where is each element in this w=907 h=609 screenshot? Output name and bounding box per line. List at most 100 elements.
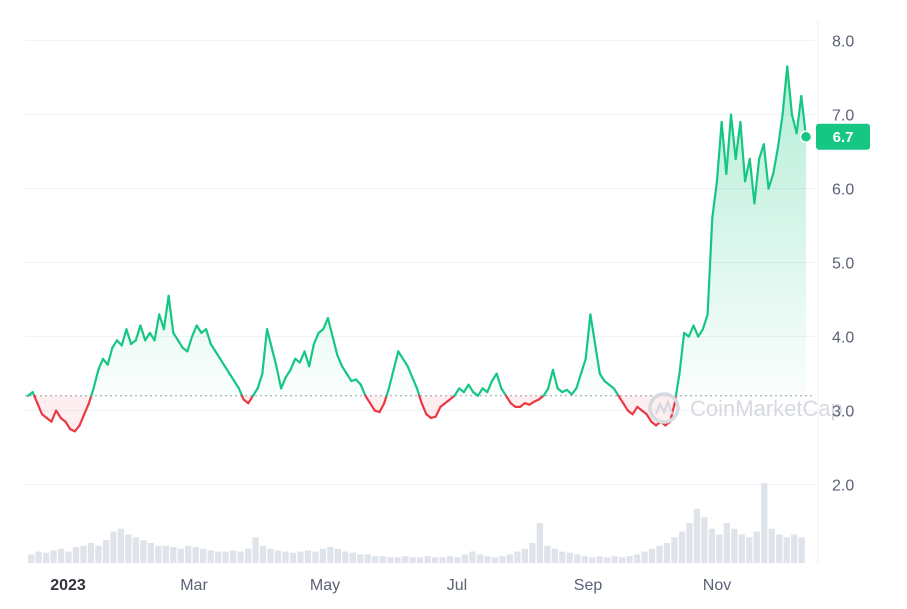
volume-bar (514, 551, 521, 563)
price-line-segment (162, 294, 170, 331)
price-line-segment (55, 409, 62, 420)
volume-bar (289, 552, 297, 563)
volume-bar (95, 545, 102, 563)
volume-bar (125, 534, 132, 563)
price-line-segment (322, 317, 330, 331)
watermark: CoinMarketCap (648, 392, 843, 424)
price-line-segment (593, 342, 601, 375)
price-line-segment (762, 143, 770, 190)
price-line-segment (331, 335, 339, 357)
volume-bar (357, 554, 364, 563)
volume-bar (663, 543, 671, 563)
coinmarketcap-logo-icon (648, 392, 680, 424)
volume-bar (469, 551, 476, 563)
volume-bar (312, 551, 319, 563)
price-line-segment (701, 313, 709, 331)
price-line-segment (786, 65, 794, 116)
volume-bar (633, 554, 641, 563)
volume-bar (648, 548, 656, 563)
price-line-segment (33, 394, 39, 405)
price-line-segment (153, 313, 161, 342)
volume-bar (379, 556, 386, 563)
volume-bars (28, 483, 805, 563)
price-line-segment (251, 387, 259, 397)
price-line-segment (570, 387, 578, 396)
price-line-segment (228, 372, 236, 383)
price-line-segment (617, 394, 625, 405)
price-line (26, 65, 808, 433)
volume-bar (162, 545, 169, 563)
price-line-segment (579, 357, 587, 375)
price-line-segment (92, 368, 100, 390)
volume-bar (708, 528, 716, 563)
price-line-segment (275, 365, 283, 390)
price-line-segment (97, 357, 105, 371)
price-line-segment (237, 387, 244, 397)
price-line-segment (120, 328, 128, 347)
volume-bar (424, 556, 431, 563)
price-line-segment (125, 328, 133, 346)
price-line-segment (434, 405, 442, 418)
price-line-segment (795, 94, 803, 135)
volume-bar (731, 528, 738, 563)
volume-bar (237, 551, 244, 563)
price-line-segment (87, 394, 93, 405)
price-line-segment (219, 357, 226, 368)
price-line-segment (111, 339, 119, 349)
volume-bar (155, 545, 162, 563)
volume-bar (566, 552, 573, 563)
price-line-segment (247, 394, 255, 405)
price-line-segment (495, 372, 503, 390)
volume-bar (87, 543, 95, 563)
price-line-segment (790, 113, 798, 135)
price-line-segment (631, 405, 639, 416)
x-tick-label: Nov (703, 577, 731, 594)
volume-bar (102, 540, 110, 563)
volume-bar (454, 557, 461, 563)
price-line-segment (73, 424, 81, 433)
volume-bar (117, 528, 125, 563)
volume-bar (147, 543, 154, 563)
volume-bar (349, 552, 356, 563)
price-line-segment (303, 350, 311, 368)
volume-bar (110, 531, 117, 563)
volume-bar (723, 523, 730, 563)
volume-bar (229, 550, 237, 563)
volume-bar (761, 483, 768, 563)
price-line-segment (772, 146, 779, 175)
volume-bar (192, 547, 199, 563)
price-line-segment (186, 335, 194, 353)
price-line-segment (359, 383, 367, 397)
price-line-segment (223, 365, 231, 375)
y-tick-label: 2.0 (832, 478, 854, 495)
volume-bar (618, 557, 626, 563)
volume-bar (574, 554, 581, 563)
price-line-segment (715, 120, 723, 183)
price-line-segment (476, 387, 484, 397)
volume-bar (738, 534, 745, 563)
price-line-segment (78, 413, 86, 427)
volume-bar (327, 547, 334, 563)
price-line-segment (800, 94, 808, 138)
volume-bar (282, 551, 289, 563)
volume-bar (35, 551, 42, 563)
price-line-segment (453, 387, 461, 397)
price-line-segment (734, 120, 742, 161)
y-tick-label: 4.0 (832, 330, 854, 347)
volume-bar (536, 523, 543, 563)
volume-bar (431, 557, 439, 563)
volume-bar (439, 557, 446, 563)
volume-bar (783, 537, 790, 563)
volume-bar (716, 534, 723, 563)
volume-bar (686, 523, 693, 563)
price-line-segment (83, 402, 91, 416)
volume-bar (611, 556, 618, 563)
price-line-segment (378, 402, 386, 414)
price-line-segment (697, 328, 704, 338)
price-line-segment (369, 402, 376, 412)
price-line-segment (144, 331, 151, 342)
last-price-badge: 6.7 (816, 123, 870, 150)
price-line-segment (776, 113, 784, 149)
volume-bar (656, 545, 663, 563)
price-line-segment (345, 372, 353, 383)
